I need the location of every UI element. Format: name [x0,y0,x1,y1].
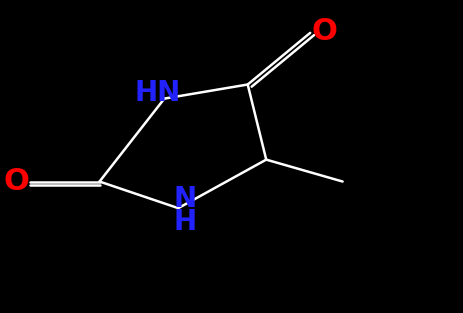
Text: H: H [174,208,197,236]
Text: O: O [311,17,337,46]
Text: HN: HN [134,79,181,107]
Text: O: O [3,167,29,196]
Text: N: N [174,185,197,213]
